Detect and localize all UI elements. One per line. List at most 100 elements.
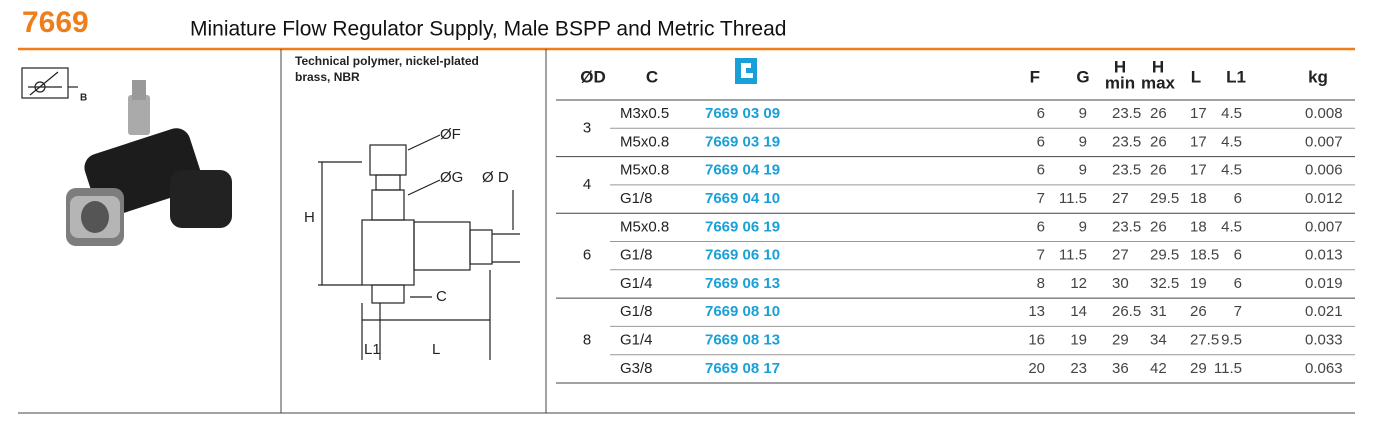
drawing-label: Ø D [482,169,509,186]
cell: 0.021 [1305,303,1343,320]
cell: 29 [1112,332,1129,349]
drawing-label: L [432,341,440,358]
cell: 7 [1037,247,1045,264]
column-header: L [1191,67,1201,86]
cell: 17 [1190,105,1207,122]
cell: 29.5 [1150,247,1179,264]
cell: 31 [1150,303,1167,320]
cell: 26.5 [1112,303,1141,320]
cell: 0.063 [1305,360,1343,377]
cell: 27.5 [1190,332,1219,349]
cell: 0.019 [1305,275,1343,292]
column-header: max [1141,73,1176,92]
cell: 11.5 [1214,360,1242,377]
order-code: 7669 08 13 [705,332,780,349]
cell: 29.5 [1150,190,1179,207]
cell: 6 [1234,275,1242,292]
column-header: min [1105,73,1135,92]
cell: 9 [1079,162,1087,179]
cell: 19 [1070,332,1087,349]
cell: 7 [1234,303,1242,320]
cell: G1/4 [620,275,653,292]
cell: G3/8 [620,360,653,377]
cell: 13 [1028,303,1045,320]
cell: 6 [1037,133,1045,150]
cell: 27 [1112,247,1129,264]
cell: M5x0.8 [620,133,669,150]
column-header: G [1076,67,1089,86]
product-photo [66,80,232,246]
column-header: H [1152,57,1164,76]
cell: 23 [1070,360,1087,377]
cell: 42 [1150,360,1167,377]
order-code: 7669 06 10 [705,247,780,264]
brand-icon [735,58,757,84]
cell: 17 [1190,162,1207,179]
cell: M5x0.8 [620,162,669,179]
cell: 4.5 [1221,162,1242,179]
cell: 18 [1190,218,1207,235]
cell: M5x0.8 [620,218,669,235]
cell: 34 [1150,332,1167,349]
column-header: ØD [580,67,606,86]
cell: 23.5 [1112,218,1141,235]
drawing-label: C [436,288,447,305]
cell: 8 [583,332,591,349]
cell: 23.5 [1112,133,1141,150]
cell: 23.5 [1112,105,1141,122]
product-number: 7669 [22,6,89,39]
cell: 23.5 [1112,162,1141,179]
cell: M3x0.5 [620,105,669,122]
drawing-label: H [304,209,315,226]
cell: G1/8 [620,247,653,264]
cell: 6 [1037,162,1045,179]
cell: 19 [1190,275,1207,292]
cell: 29 [1190,360,1207,377]
cell: 27 [1112,190,1129,207]
cell: 9 [1079,218,1087,235]
cell: 6 [1234,190,1242,207]
cell: 26 [1150,218,1167,235]
cell: 26 [1190,303,1207,320]
cell: 9 [1079,105,1087,122]
cell: 4.5 [1221,133,1242,150]
cell: 18.5 [1190,247,1219,264]
cell: 20 [1028,360,1045,377]
order-code: 7669 03 09 [705,105,780,122]
column-header: F [1030,67,1040,86]
cell: 0.006 [1305,162,1343,179]
cell: 12 [1070,275,1087,292]
column-header: kg [1308,67,1328,86]
product-title: Miniature Flow Regulator Supply, Male BS… [190,18,786,41]
order-code: 7669 04 10 [705,190,780,207]
cell: 9 [1079,133,1087,150]
cell: 26 [1150,162,1167,179]
cell: 14 [1070,303,1087,320]
cell: 6 [583,247,591,264]
drawing-label: ØF [440,126,461,143]
drawing-label: L1 [364,341,381,358]
description-line: brass, NBR [295,70,360,84]
order-code: 7669 03 19 [705,133,780,150]
order-code: 7669 04 19 [705,162,780,179]
cell: 0.013 [1305,247,1343,264]
cell: 0.033 [1305,332,1343,349]
cell: 18 [1190,190,1207,207]
cell: G1/4 [620,332,653,349]
cell: G1/8 [620,190,653,207]
cell: 7 [1037,190,1045,207]
cell: 8 [1037,275,1045,292]
cell: 0.007 [1305,133,1343,150]
cell: 36 [1112,360,1129,377]
cell: 4.5 [1221,218,1242,235]
cell: 11.5 [1059,190,1087,207]
cell: 4 [583,176,591,193]
cell: 6 [1234,247,1242,264]
description-line: Technical polymer, nickel-plated [295,54,479,68]
column-header: L1 [1226,67,1246,86]
cell: 32.5 [1150,275,1179,292]
column-header: H [1114,57,1126,76]
